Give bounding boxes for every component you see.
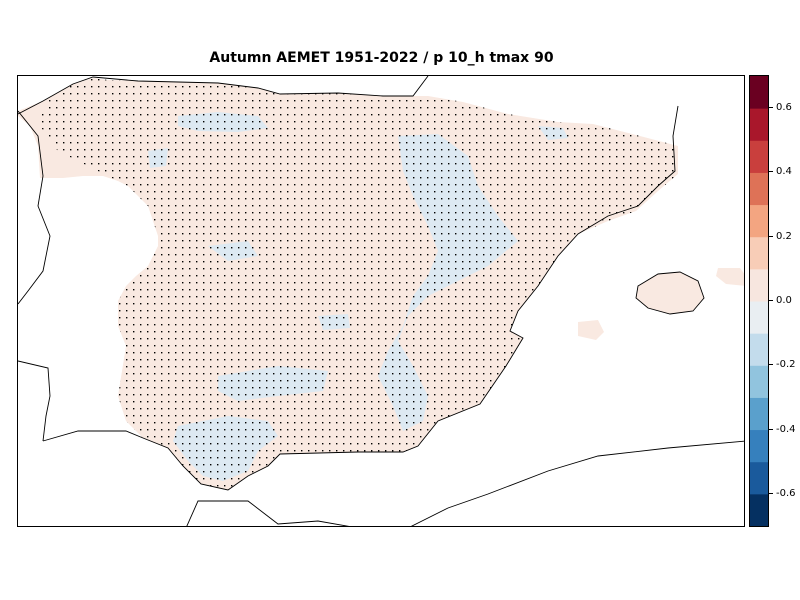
colorbar-ticks: 0.6 0.4 0.2 0.0 -0.2 -0.4 -0.6 xyxy=(769,75,800,527)
north-africa-coast xyxy=(186,440,744,526)
colorbar-level-1 xyxy=(750,461,768,495)
colorbar-tick: 0.4 xyxy=(769,166,799,178)
colorbar-tick-label: -0.6 xyxy=(776,487,796,499)
mallorca-shading xyxy=(636,272,704,314)
colorbar-tick-mark xyxy=(769,235,773,237)
iberia-east-coast xyxy=(42,105,679,491)
colorbar-tick: 0.0 xyxy=(769,295,799,307)
colorbar-tick: 0.2 xyxy=(769,231,799,243)
portugal-west-coast xyxy=(18,110,51,305)
colorbar-tick-label: 0.6 xyxy=(776,102,792,114)
colorbar-tick-mark xyxy=(769,364,773,366)
colorbar-tick-label: 0.4 xyxy=(776,166,792,178)
colorbar-tick-mark xyxy=(769,107,773,109)
colorbar-level-4 xyxy=(750,365,768,398)
colorbar-tick-label: 0.2 xyxy=(776,230,792,242)
colorbar-level-10 xyxy=(750,172,768,206)
colorbar-tick: -0.2 xyxy=(769,359,799,371)
iberia-map xyxy=(18,76,744,526)
colorbar-level-6 xyxy=(750,301,768,334)
colorbar-tick: 0.6 xyxy=(769,102,799,114)
map-title: Autumn AEMET 1951-2022 / p 10_h tmax 90 xyxy=(209,50,554,66)
colorbar-level-5 xyxy=(750,333,768,366)
colorbar-levels xyxy=(750,76,768,526)
colorbar-tick-mark xyxy=(769,300,773,301)
menorca-shading xyxy=(716,268,744,286)
colorbar-tick: -0.4 xyxy=(769,424,799,436)
map-panel xyxy=(17,75,745,527)
colorbar-level-8 xyxy=(750,236,768,270)
portugal-south-coast xyxy=(18,360,51,442)
colorbar-tick-label: -0.4 xyxy=(776,423,796,435)
colorbar-tick: -0.6 xyxy=(769,488,799,500)
colorbar-level-2 xyxy=(750,429,768,463)
colorbar-level-3 xyxy=(750,397,768,431)
significance-stippling xyxy=(38,78,678,490)
colorbar-level-0 xyxy=(750,493,768,526)
colorbar xyxy=(749,75,769,527)
coastlines xyxy=(18,76,744,526)
colorbar-level-7 xyxy=(750,268,768,302)
mallorca-coast xyxy=(635,271,705,315)
colorbar-level-13 xyxy=(750,76,768,109)
colorbar-tick-mark xyxy=(769,492,773,494)
colorbar-level-9 xyxy=(750,204,768,238)
colorbar-tick-mark xyxy=(769,171,773,173)
colorbar-level-11 xyxy=(750,140,768,173)
colorbar-tick-label: -0.2 xyxy=(776,359,796,371)
colorbar-tick-mark xyxy=(769,428,773,430)
ibiza-shading xyxy=(578,320,604,340)
iberia-north-coast xyxy=(18,76,429,115)
colorbar-tick-label: 0.0 xyxy=(776,295,792,306)
colorbar-level-12 xyxy=(750,108,768,141)
